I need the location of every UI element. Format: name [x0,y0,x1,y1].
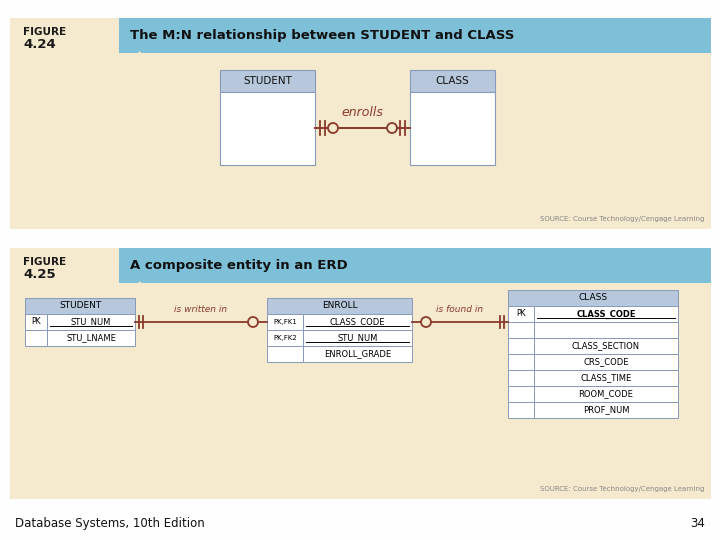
Bar [508,370,534,386]
Bar [25,298,135,314]
Text: ENROLL: ENROLL [322,301,357,310]
Circle shape [328,123,338,133]
Text: SOURCE: Course Technology/Cengage Learning: SOURCE: Course Technology/Cengage Learni… [539,486,704,492]
Bar [25,314,47,330]
Bar [508,338,534,354]
Bar [303,314,412,330]
Text: 34: 34 [690,517,705,530]
Bar [508,386,534,402]
Bar [220,92,315,165]
Bar [410,70,495,92]
Text: PK,FK2: PK,FK2 [273,335,297,341]
Text: STU_NUM: STU_NUM [337,334,378,342]
Bar [410,92,495,165]
Text: STUDENT: STUDENT [243,76,292,86]
Text: CLASS: CLASS [578,294,608,302]
Polygon shape [118,282,140,304]
Polygon shape [118,30,140,52]
Bar [267,298,412,314]
Bar [10,18,118,52]
Text: Database Systems, 10th Edition: Database Systems, 10th Edition [15,517,204,530]
Text: FIGURE: FIGURE [23,257,66,267]
Bar [508,290,678,306]
Bar [267,314,303,330]
Text: enrolls: enrolls [341,106,384,119]
Circle shape [248,317,258,327]
Bar [220,70,315,92]
Text: STU_LNAME: STU_LNAME [66,334,116,342]
Text: is found in: is found in [436,305,484,314]
Bar [508,402,534,418]
Text: CLASS: CLASS [436,76,469,86]
Text: PK,FK1: PK,FK1 [273,319,297,325]
Text: PK: PK [516,309,526,319]
Text: CLASS_CODE: CLASS_CODE [330,318,385,327]
Text: STUDENT: STUDENT [59,301,101,310]
Polygon shape [118,260,140,282]
Bar [10,18,710,52]
Circle shape [421,317,431,327]
Text: ROOM_CODE: ROOM_CODE [579,389,634,399]
Text: CLASS_SECTION: CLASS_SECTION [572,341,640,350]
Bar [534,322,678,338]
Bar [534,338,678,354]
Bar [508,354,534,370]
Text: CRS_CODE: CRS_CODE [583,357,629,367]
Bar [10,248,118,282]
Circle shape [387,123,397,133]
Bar [10,248,118,300]
Text: CLASS_TIME: CLASS_TIME [580,374,631,382]
Text: is written in: is written in [174,305,228,314]
Bar [267,330,303,346]
Text: SOURCE: Course Technology/Cengage Learning: SOURCE: Course Technology/Cengage Learni… [539,216,704,222]
Text: The M:N relationship between STUDENT and CLASS: The M:N relationship between STUDENT and… [130,29,514,42]
Text: STU_NUM: STU_NUM [71,318,111,327]
Text: PK: PK [31,318,41,327]
Bar [10,248,710,498]
Bar [47,330,135,346]
Bar [508,322,534,338]
Text: PROF_NUM: PROF_NUM [582,406,629,415]
Text: ENROLL_GRADE: ENROLL_GRADE [324,349,391,359]
Bar [10,18,710,228]
Bar [303,346,412,362]
Bar [47,314,135,330]
Bar [534,354,678,370]
Text: 4.25: 4.25 [23,267,55,280]
Text: CLASS_CODE: CLASS_CODE [576,309,636,319]
Bar [10,248,710,282]
Text: FIGURE: FIGURE [23,27,66,37]
Text: 4.24: 4.24 [23,37,55,51]
Text: A composite entity in an ERD: A composite entity in an ERD [130,259,348,272]
Bar [267,346,303,362]
Polygon shape [118,52,140,74]
Bar [303,330,412,346]
Bar [508,306,534,322]
Bar [25,330,47,346]
Bar [10,18,118,70]
Bar [534,370,678,386]
Bar [534,386,678,402]
Bar [534,306,678,322]
Bar [534,402,678,418]
